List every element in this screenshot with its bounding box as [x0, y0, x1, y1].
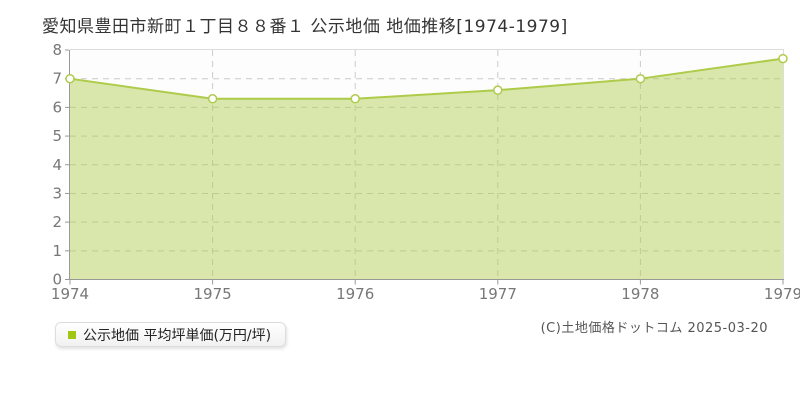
- data-point: [635, 73, 646, 84]
- x-tick-label: 1975: [194, 285, 232, 303]
- data-point: [350, 94, 360, 104]
- y-tick-label: 7: [52, 70, 62, 88]
- y-tick-label: 4: [52, 156, 62, 174]
- x-tick-label: 1977: [479, 285, 517, 303]
- x-tick-label: 1974: [51, 285, 89, 303]
- y-tick-label: 0: [52, 271, 62, 289]
- area-fill: [70, 58, 783, 280]
- y-tick-label: 5: [52, 127, 62, 145]
- data-point: [493, 85, 503, 95]
- y-tick-label: 1: [52, 242, 62, 260]
- price-trend-chart: 0 1 2 3 4 5 6 7 8 1974 1975 1976 1977 1978 1979: [51, 41, 800, 303]
- y-tick-label: 8: [52, 41, 62, 59]
- legend: 公示地価 平均坪単価(万円/坪): [55, 322, 287, 347]
- data-point: [207, 94, 218, 104]
- legend-label: 公示地価 平均坪単価(万円/坪): [83, 327, 272, 344]
- x-tick-label: 1976: [336, 285, 374, 303]
- x-tick-label: 1978: [621, 285, 659, 303]
- x-tick-label: 1979: [764, 285, 800, 303]
- legend-square-icon: [68, 330, 76, 339]
- chart-canvas: 0 1 2 3 4 5 6 7 8 1974 1975 1976 1977 1978 1979: [51, 41, 800, 303]
- page-title: 愛知県豊田市新町１丁目８８番１ 公示地価 地価推移[1974-1979]: [42, 17, 568, 37]
- y-tick-label: 2: [52, 213, 62, 231]
- y-tick-label: 6: [52, 98, 62, 116]
- copyright-text: (C)土地価格ドットコム 2025-03-20: [540, 321, 768, 336]
- y-tick-label: 3: [52, 184, 62, 202]
- data-point: [65, 73, 75, 84]
- data-point: [778, 53, 788, 64]
- trend-line: [69, 57, 784, 100]
